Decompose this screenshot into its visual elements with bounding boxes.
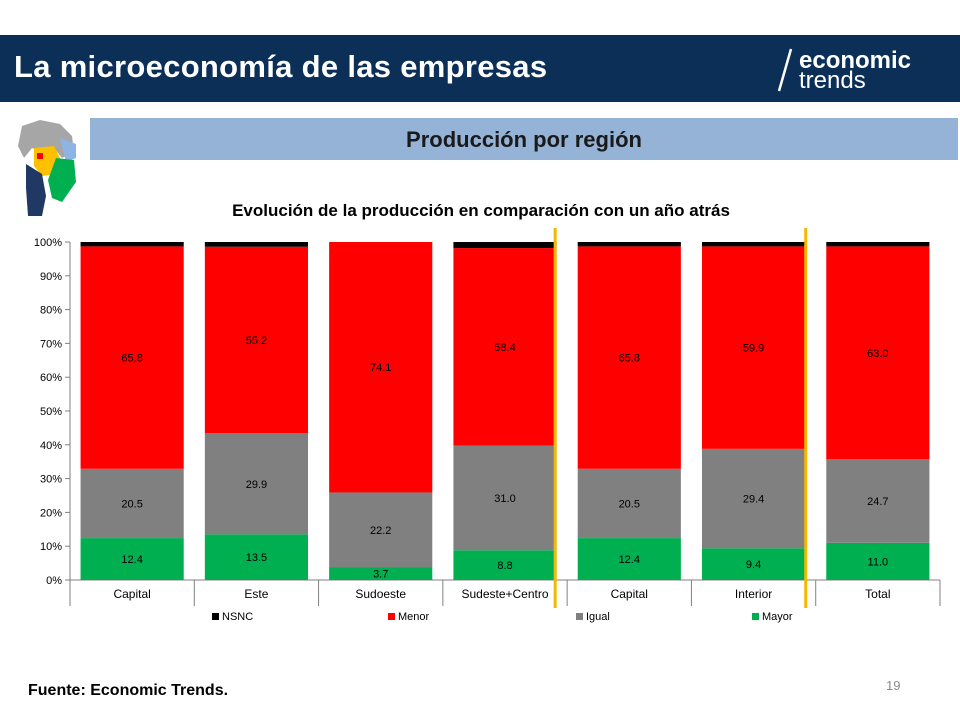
data-label-menor: 65.8 bbox=[121, 353, 142, 365]
bar-nsnc bbox=[453, 242, 557, 249]
bar-igual bbox=[329, 492, 433, 568]
bar-menor bbox=[329, 242, 433, 493]
bar-igual bbox=[204, 433, 309, 535]
bar-menor bbox=[204, 246, 309, 434]
legend-label-menor: Menor bbox=[398, 611, 430, 623]
y-tick-label: 60% bbox=[40, 372, 62, 384]
data-label-menor: 55.2 bbox=[246, 335, 267, 347]
bar-mayor bbox=[204, 534, 309, 580]
bar-igual bbox=[701, 448, 806, 549]
bar-nsnc bbox=[80, 242, 184, 247]
y-tick-label: 70% bbox=[40, 338, 62, 350]
bar-mayor bbox=[577, 538, 681, 580]
bar-mayor bbox=[329, 567, 433, 580]
data-label-menor: 74.1 bbox=[370, 362, 391, 374]
economic-trends-logo: economic trends bbox=[775, 45, 945, 95]
y-tick-label: 30% bbox=[40, 474, 62, 486]
x-category-label: Interior bbox=[735, 587, 772, 601]
y-tick-label: 0% bbox=[46, 575, 62, 587]
page-number: 19 bbox=[886, 678, 901, 693]
page-title: La microeconomía de las empresas bbox=[14, 49, 548, 84]
data-label-igual: 22.2 bbox=[370, 525, 391, 537]
data-label-igual: 29.4 bbox=[743, 494, 764, 506]
logo-word-bottom: trends bbox=[799, 67, 866, 94]
y-tick-label: 50% bbox=[40, 406, 62, 418]
y-tick-label: 100% bbox=[34, 237, 62, 249]
bar-igual bbox=[826, 459, 930, 543]
bar-mayor bbox=[80, 538, 184, 580]
logo-slash-icon bbox=[777, 48, 793, 92]
data-label-mayor: 3.7 bbox=[373, 569, 388, 581]
data-label-igual: 20.5 bbox=[121, 498, 142, 510]
bar-menor bbox=[80, 246, 184, 469]
legend-swatch-nsnc bbox=[212, 613, 219, 620]
y-tick-label: 10% bbox=[40, 541, 62, 553]
y-tick-label: 40% bbox=[40, 440, 62, 452]
bar-menor bbox=[826, 246, 930, 460]
bar-nsnc bbox=[826, 242, 930, 247]
data-label-igual: 29.9 bbox=[246, 479, 267, 491]
region-map-icon bbox=[18, 120, 76, 216]
bar-nsnc bbox=[204, 242, 309, 247]
legend-label-nsnc: NSNC bbox=[222, 611, 253, 623]
bar-menor bbox=[453, 248, 557, 446]
y-tick-label: 80% bbox=[40, 305, 62, 317]
data-label-mayor: 12.4 bbox=[121, 554, 142, 566]
logo-word-top: economic bbox=[799, 47, 912, 74]
section-title: Producción por región bbox=[406, 127, 642, 152]
legend-swatch-mayor bbox=[752, 613, 759, 620]
y-tick-label: 20% bbox=[40, 507, 62, 519]
data-label-menor: 63.0 bbox=[867, 348, 888, 360]
bar-nsnc bbox=[577, 242, 681, 247]
data-label-menor: 65.8 bbox=[619, 353, 640, 365]
legend-swatch-menor bbox=[388, 613, 395, 620]
x-category-label: Capital bbox=[611, 587, 648, 601]
chart-title: Evolución de la producción en comparació… bbox=[232, 201, 730, 220]
bar-mayor bbox=[453, 550, 557, 580]
bar-mayor bbox=[701, 548, 806, 580]
production-chart: Evolución de la producción en comparació… bbox=[34, 201, 941, 623]
data-label-mayor: 8.8 bbox=[497, 560, 512, 572]
legend-label-mayor: Mayor bbox=[762, 611, 793, 623]
bar-menor bbox=[701, 246, 806, 449]
legend-swatch-igual bbox=[576, 613, 583, 620]
source-note: Fuente: Economic Trends. bbox=[28, 682, 229, 699]
legend-label-igual: Igual bbox=[586, 611, 610, 623]
data-label-mayor: 12.4 bbox=[619, 554, 640, 566]
bar-mayor bbox=[826, 542, 930, 580]
data-label-igual: 20.5 bbox=[619, 498, 640, 510]
section-band: Producción por región bbox=[90, 118, 958, 160]
x-category-label: Sudoeste bbox=[355, 587, 406, 601]
header-bar: La microeconomía de las empresas economi… bbox=[0, 35, 960, 102]
data-label-mayor: 9.4 bbox=[746, 559, 761, 571]
bar-igual bbox=[80, 468, 184, 539]
bar-igual bbox=[577, 468, 681, 539]
bar-igual bbox=[453, 445, 557, 551]
bar-menor bbox=[577, 246, 681, 469]
data-label-mayor: 13.5 bbox=[246, 552, 267, 564]
x-category-label: Este bbox=[244, 587, 268, 601]
x-category-label: Total bbox=[865, 587, 890, 601]
data-label-menor: 59.9 bbox=[743, 343, 764, 355]
bar-nsnc bbox=[701, 242, 806, 247]
data-label-igual: 24.7 bbox=[867, 496, 888, 508]
x-category-label: Capital bbox=[113, 587, 150, 601]
data-label-mayor: 11.0 bbox=[868, 556, 889, 568]
data-label-igual: 31.0 bbox=[494, 493, 515, 505]
data-label-menor: 58.4 bbox=[494, 342, 515, 354]
y-tick-label: 90% bbox=[40, 271, 62, 283]
x-category-label: Sudeste+Centro bbox=[461, 587, 548, 601]
